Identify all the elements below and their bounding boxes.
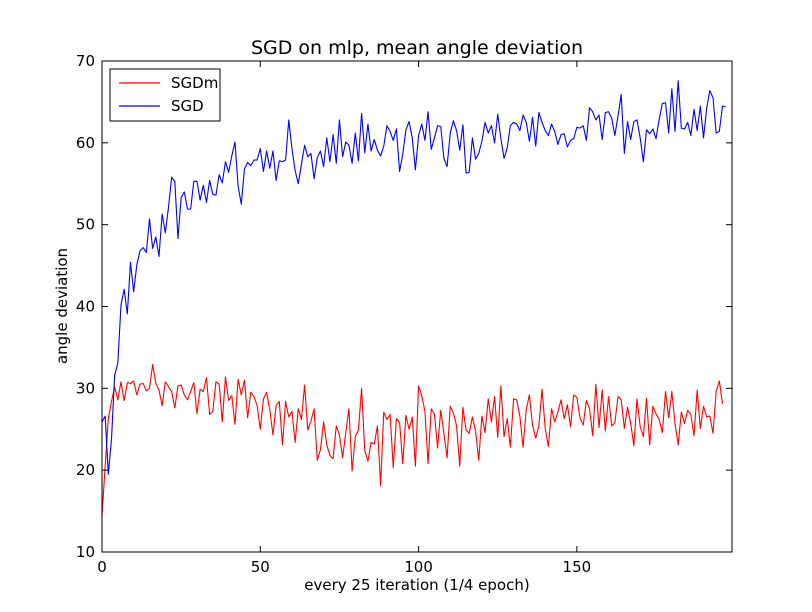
y-tick-label: 40 [76, 298, 95, 316]
x-tick-label: 100 [404, 558, 433, 576]
y-tick-label: 20 [76, 461, 95, 479]
legend-label-sgd: SGD [171, 97, 204, 115]
y-tick-label: 30 [76, 379, 95, 397]
series-line-sgdm [101, 364, 724, 517]
series-line-sgd [101, 80, 726, 475]
y-axis-label: angle deviation [53, 248, 71, 364]
x-axis-label: every 25 iteration (1/4 epoch) [304, 576, 529, 594]
legend-label-sgdm: SGDm [171, 74, 218, 92]
y-tick-label: 50 [76, 216, 95, 234]
x-tick-label: 0 [97, 558, 107, 576]
y-tick-label: 60 [76, 134, 95, 152]
y-tick-label: 70 [76, 52, 95, 70]
x-tick-label: 50 [251, 558, 270, 576]
plot-area: 0 50 100 150 10 20 30 40 50 60 70 SGDm SGD [76, 52, 733, 576]
y-tick-label: 10 [76, 543, 95, 561]
legend-box [109, 68, 221, 122]
x-tick-label: 150 [563, 558, 592, 576]
chart-title: SGD on mlp, mean angle deviation [251, 37, 583, 59]
